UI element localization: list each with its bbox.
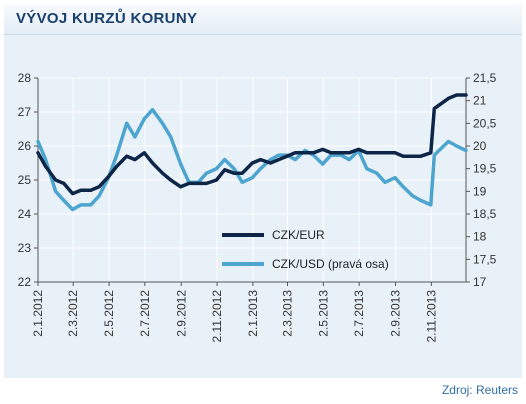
right-tick-label: 20	[473, 139, 487, 153]
left-tick-label: 23	[18, 241, 32, 255]
x-tick-label: 2.1.2012	[31, 290, 45, 337]
chart-header: VÝVOJ KURZŮ KORUNY	[4, 4, 522, 35]
chart-title: VÝVOJ KURZŮ KORUNY	[16, 10, 198, 27]
right-tick-label: 18,5	[473, 207, 497, 221]
x-tick-label: 2.5.2012	[102, 290, 116, 337]
legend-label: CZK/EUR	[272, 228, 325, 242]
left-tick-label: 27	[18, 105, 32, 119]
series-line-czk-eur	[36, 93, 468, 196]
right-tick-label: 21	[473, 94, 487, 108]
left-tick-label: 25	[18, 173, 32, 187]
legend: CZK/EUR CZK/USD (pravá osa)	[222, 228, 389, 271]
left-axis-ticks: 22 23 24 25 26 27 28	[18, 71, 38, 289]
right-tick-label: 17,5	[473, 252, 497, 266]
x-tick-label: 2.7.2013	[352, 290, 366, 337]
source-label: Zdroj: Reuters	[441, 383, 518, 397]
left-tick-label: 28	[18, 71, 32, 85]
x-axis-ticks: 2.1.2012 2.3.2012 2.5.2012 2.7.2012 2.9.2012…	[31, 282, 438, 343]
x-tick-label: 2.11.2013	[424, 290, 438, 343]
legend-label: CZK/USD (pravá osa)	[272, 257, 389, 271]
left-tick-label: 22	[18, 275, 32, 289]
x-tick-label: 2.11.2012	[210, 290, 224, 343]
x-tick-label: 2.5.2013	[316, 290, 330, 337]
right-tick-label: 19	[473, 184, 487, 198]
right-tick-label: 21,5	[473, 71, 497, 85]
series-lines	[36, 93, 468, 212]
left-tick-label: 26	[18, 139, 32, 153]
right-tick-label: 19,5	[473, 162, 497, 176]
x-tick-label: 2.3.2012	[66, 290, 80, 337]
x-tick-label: 2.1.2013	[246, 290, 260, 337]
x-tick-label: 2.9.2013	[389, 290, 403, 337]
x-tick-label: 2.3.2013	[281, 290, 295, 337]
right-axis-ticks: 17 17,5 18 18,5 19 19,5 20 20,5 21 21,5	[466, 71, 497, 289]
right-tick-label: 18	[473, 230, 487, 244]
x-tick-label: 2.9.2012	[174, 290, 188, 337]
right-tick-label: 20,5	[473, 116, 497, 130]
right-tick-label: 17	[473, 275, 487, 289]
left-tick-label: 24	[18, 207, 32, 221]
x-tick-label: 2.7.2012	[138, 290, 152, 337]
